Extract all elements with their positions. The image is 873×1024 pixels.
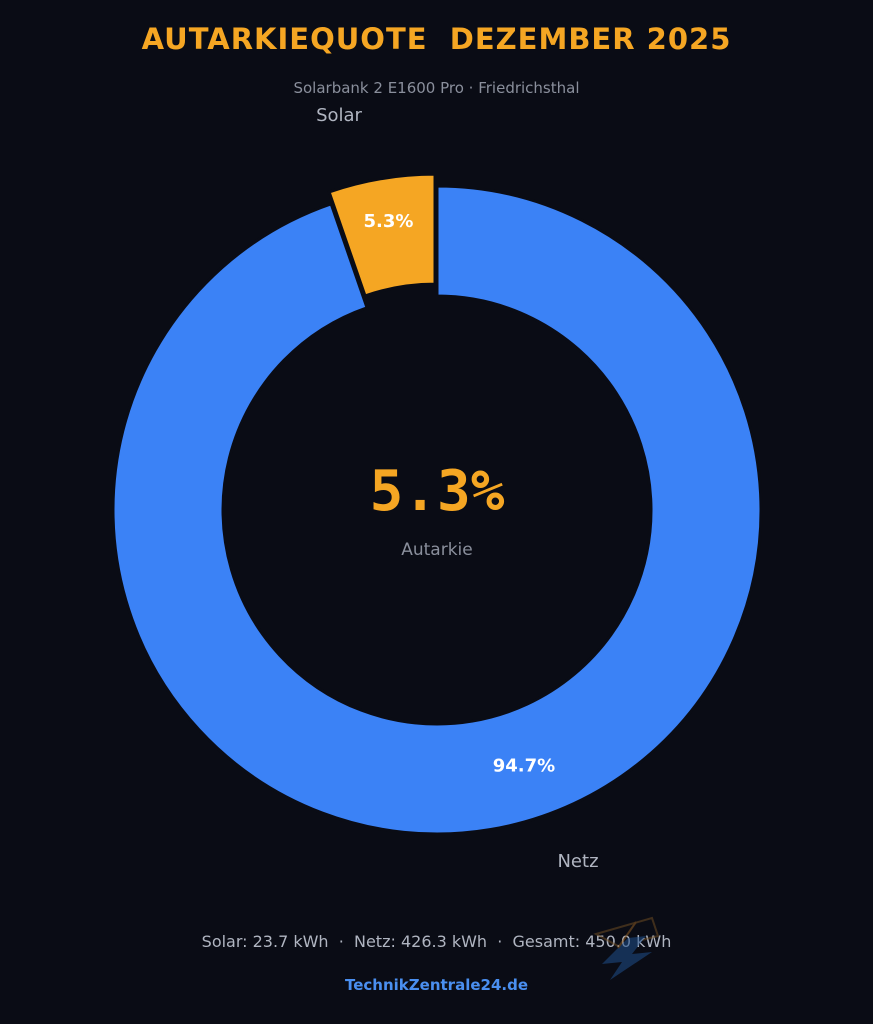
slice-category-label-solar: Solar [316,105,362,126]
footer-stats: Solar: 23.7 kWh · Netz: 426.3 kWh · Gesa… [201,932,672,951]
donut-labels: 5.3% Solar 94.7% Netz [316,105,598,872]
center-value: 5.3% [370,459,505,524]
chart-subtitle: Solarbank 2 E1600 Pro · Friedrichsthal [293,79,580,97]
slice-category-label-netz: Netz [557,851,598,872]
donut-slices [111,172,763,836]
chart-title: AUTARKIEQUOTE DEZEMBER 2025 [141,22,732,56]
center-label: Autarkie [401,540,473,560]
donut-chart: 5.3% Solar 94.7% Netz 5.3% Autarkie [111,105,763,872]
slice-netz [111,184,763,836]
slice-value-label-netz: 94.7% [493,755,555,776]
lightning-bolt-logo-icon [593,916,660,980]
slice-value-label-solar: 5.3% [363,211,413,232]
slice-solar [327,172,437,298]
footer-brand-link[interactable]: TechnikZentrale24.de [345,976,528,994]
